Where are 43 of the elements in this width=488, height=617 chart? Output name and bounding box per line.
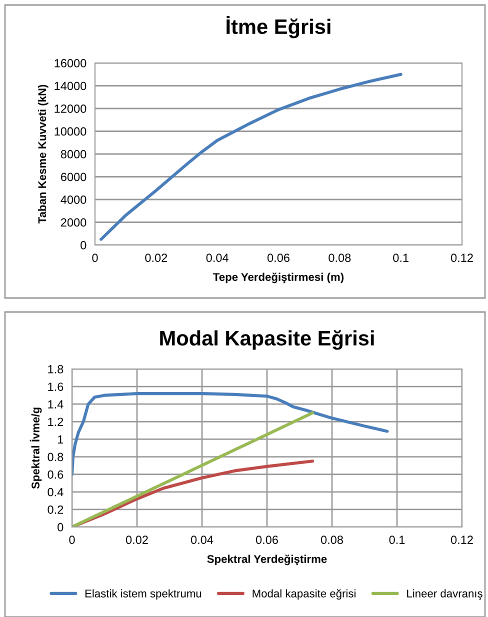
- y-tick-label: 14000: [54, 82, 86, 90]
- x-tick-label: 0.02: [145, 254, 168, 262]
- y-tick-label: 4000: [60, 196, 86, 204]
- x-axis-title: Spektral Yerdeğiştirme: [207, 554, 327, 566]
- x-tick-label: 0.08: [328, 254, 351, 262]
- y-tick-label: 0.2: [48, 505, 64, 514]
- y-tick-label: 0: [80, 241, 86, 250]
- y-tick-label: 10000: [54, 127, 86, 136]
- x-tick-label: 0.1: [393, 254, 408, 262]
- y-tick-label: 0.8: [48, 452, 64, 462]
- chart-title: Modal Kapasite Eğrisi: [160, 330, 374, 350]
- x-tick-label: 0: [92, 254, 98, 262]
- y-tick-label: 16000: [54, 59, 86, 68]
- x-tick-label: 0.02: [126, 536, 148, 544]
- y-tick-label: 1.6: [48, 382, 64, 391]
- y-tick-label: 1.8: [48, 365, 64, 374]
- y-tick-label: 2000: [61, 218, 86, 227]
- x-tick-label: 0.06: [267, 254, 290, 262]
- y-tick-label: 0.6: [48, 470, 64, 479]
- legend-label: Modal kapasite eğrisi: [252, 589, 356, 600]
- x-tick-label: 0.04: [190, 536, 214, 544]
- y-tick-label: 1: [58, 435, 64, 444]
- y-tick-label: 12000: [54, 104, 86, 113]
- x-tick-label: 0.12: [450, 254, 473, 262]
- legend-label: Lineer davranış: [407, 589, 482, 600]
- line-series: [72, 392, 389, 476]
- line-series: [100, 72, 402, 241]
- chart-title: İtme Eğrisi: [226, 16, 330, 38]
- y-tick-label: 0: [58, 523, 64, 532]
- y-axis-title: Spektral İvme/g: [30, 408, 42, 489]
- y-tick-label: 6000: [61, 172, 86, 182]
- y-axis-title: Taban Kesme Kuvveti (kN): [38, 84, 48, 224]
- y-tick-label: 1.2: [48, 418, 64, 426]
- x-tick-label: 0.1: [389, 536, 405, 544]
- y-tick-label: 8000: [60, 150, 86, 158]
- y-tick-label: 1.4: [48, 400, 64, 408]
- x-tick-label: 0.08: [320, 536, 343, 544]
- legend-label: Elastik istem spektrumu: [85, 589, 202, 600]
- x-tick-label: 0.04: [206, 254, 228, 262]
- y-tick-label: 0.4: [48, 488, 64, 496]
- x-tick-label: 0.06: [256, 536, 278, 544]
- x-axis-title: Tepe Yerdeğiştirmesi (m): [213, 272, 344, 284]
- x-tick-label: 0.12: [450, 536, 473, 544]
